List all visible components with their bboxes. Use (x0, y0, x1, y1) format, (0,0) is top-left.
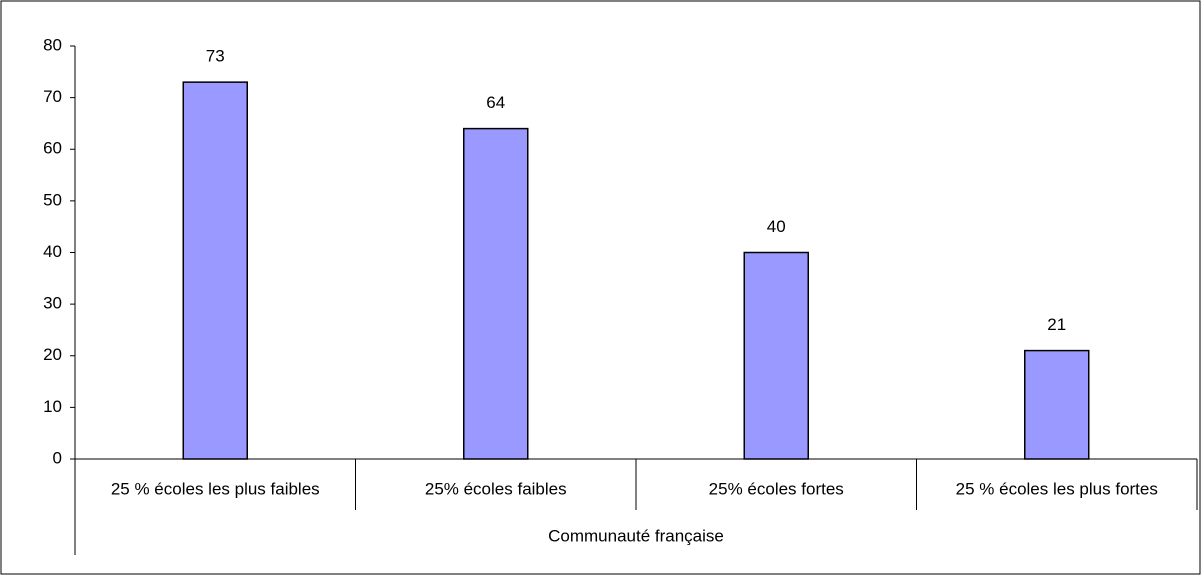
y-tick-label: 30 (43, 294, 62, 313)
y-tick-label: 0 (53, 448, 62, 467)
data-label: 40 (767, 217, 786, 236)
y-tick-label: 60 (43, 139, 62, 158)
x-tick-label: 25 % écoles les plus fortes (956, 479, 1158, 498)
data-label: 64 (486, 93, 505, 112)
data-label: 21 (1047, 315, 1066, 334)
x-tick-label: 25 % écoles les plus faibles (111, 479, 320, 498)
bar (463, 127, 529, 460)
bar (743, 251, 809, 460)
bar (1024, 349, 1090, 460)
x-tick-label: 25% écoles faibles (425, 479, 567, 498)
y-tick-label: 50 (43, 190, 62, 209)
y-tick-label: 10 (43, 397, 62, 416)
y-tick-label: 40 (43, 242, 62, 261)
y-tick-label: 20 (43, 345, 62, 364)
group-label: Communauté française (548, 526, 724, 545)
y-tick-label: 80 (43, 35, 62, 54)
y-tick-label: 70 (43, 87, 62, 106)
x-tick-label: 25% écoles fortes (709, 479, 844, 498)
bar (182, 81, 248, 460)
data-label: 73 (206, 47, 225, 66)
